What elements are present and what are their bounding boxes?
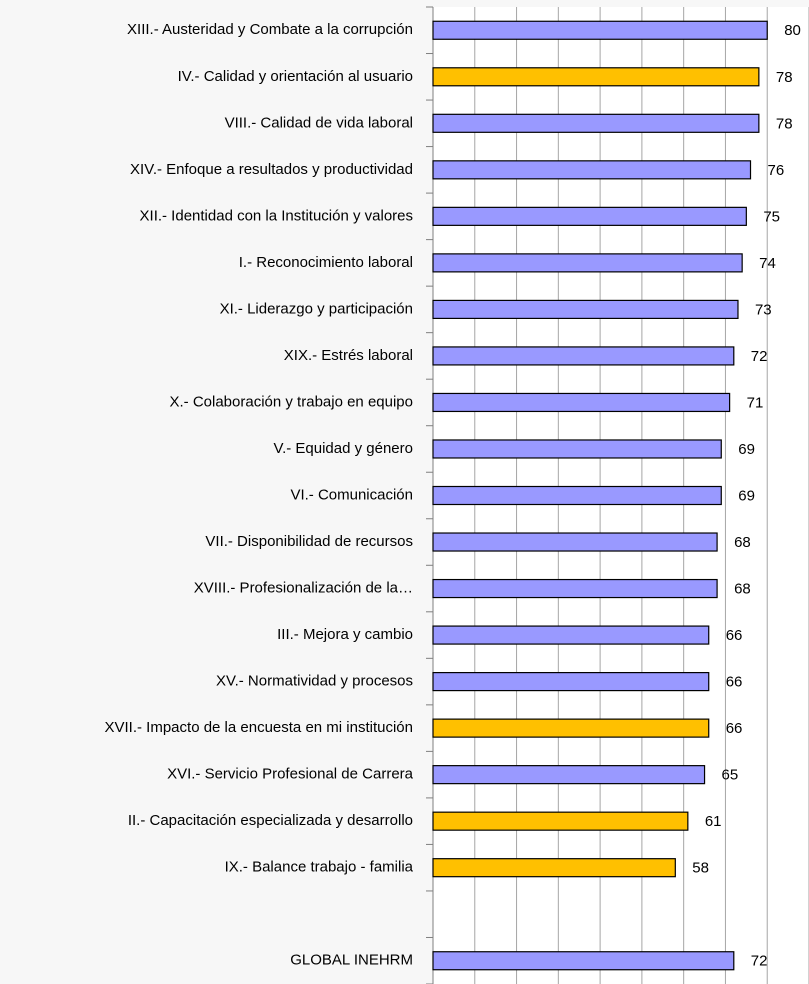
data-label: 74 [759, 255, 776, 272]
y-tick-label: XI.- Liderazgo y participación [220, 300, 413, 317]
data-label: 78 [776, 115, 793, 132]
bar [432, 160, 752, 180]
data-label: 65 [722, 767, 739, 784]
bar [432, 20, 768, 40]
bar [432, 671, 710, 692]
y-tick-label: XIX.- Estrés laboral [284, 347, 413, 364]
y-tick-label: IX.- Balance trabajo - familia [225, 859, 414, 876]
data-label: 66 [726, 627, 743, 644]
data-label: 58 [692, 860, 709, 877]
y-tick-label: III.- Mejora y cambio [277, 626, 413, 643]
data-label: 72 [751, 953, 768, 970]
data-label: 76 [768, 162, 785, 179]
data-label: 66 [726, 674, 743, 691]
y-tick-label: I.- Reconocimiento laboral [239, 254, 413, 271]
data-label: 71 [747, 394, 764, 411]
y-tick-label: II.- Capacitación especializada y desarr… [128, 812, 413, 829]
y-tick-label: XIV.- Enfoque a resultados y productivid… [130, 161, 413, 178]
data-label: 66 [726, 720, 743, 737]
bar [432, 439, 722, 459]
bar [432, 299, 739, 320]
bar [432, 811, 689, 831]
y-tick-label: IV.- Calidad y orientación al usuario [178, 68, 413, 85]
y-tick-label: XIII.- Austeridad y Combate a la corrupc… [127, 21, 413, 38]
bar [432, 67, 760, 87]
bar [432, 718, 710, 738]
data-label: 69 [738, 487, 755, 504]
data-label: 69 [738, 441, 755, 458]
y-tick-label: X.- Colaboración y trabajo en equipo [170, 393, 414, 410]
bar [432, 532, 718, 552]
data-label: 75 [763, 208, 780, 225]
y-tick-label: XVII.- Impacto de la encuesta en mi inst… [105, 719, 414, 736]
y-tick-label: XVIII.- Profesionalización de la… [194, 580, 413, 597]
y-tick-label: VI.- Comunicación [290, 486, 413, 503]
bar [432, 858, 676, 878]
y-tick-label: V.- Equidad y género [273, 440, 413, 457]
data-label: 72 [751, 348, 768, 365]
data-label: 68 [734, 534, 751, 551]
y-tick-label: XV.- Normatividad y procesos [216, 673, 413, 690]
bar [432, 392, 731, 413]
data-label: 73 [755, 301, 772, 318]
bar [432, 113, 760, 133]
data-label: 78 [776, 69, 793, 86]
bar [432, 253, 743, 273]
bar [432, 206, 747, 226]
bar [432, 765, 706, 785]
bar [432, 625, 710, 645]
data-label: 80 [784, 22, 801, 39]
data-label: 68 [734, 581, 751, 598]
bar [432, 485, 722, 506]
y-tick-label: VII.- Disponibilidad de recursos [205, 533, 413, 550]
bar [432, 578, 718, 599]
bar [432, 346, 735, 366]
y-tick-label: GLOBAL INEHRM [290, 952, 413, 969]
y-tick-label: XII.- Identidad con la Institución y val… [140, 207, 413, 224]
y-tick-label: VIII.- Calidad de vida laboral [225, 114, 413, 131]
y-tick-label: XVI.- Servicio Profesional de Carrera [167, 766, 414, 783]
bar [432, 951, 735, 971]
data-label: 61 [705, 813, 722, 830]
